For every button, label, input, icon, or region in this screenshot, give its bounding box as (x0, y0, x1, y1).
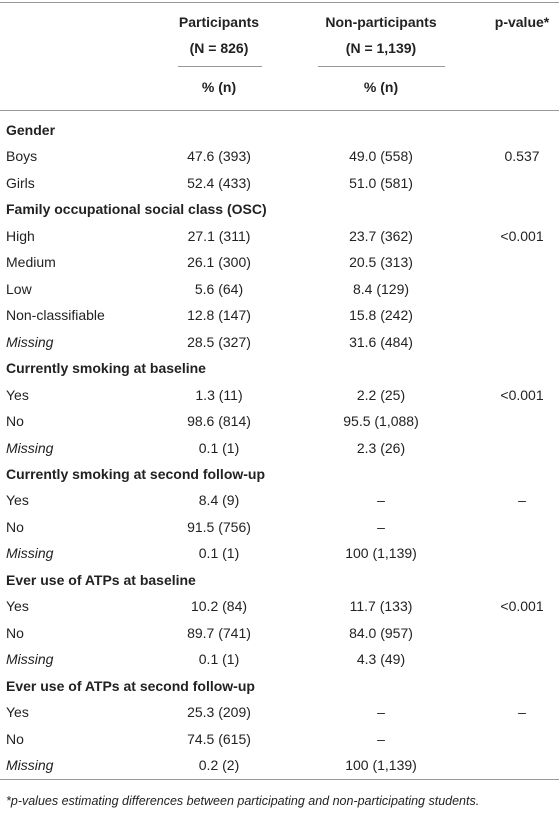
cell: 74.5 (615) (187, 730, 251, 747)
row-label: Girls (6, 174, 35, 191)
cell: 91.5 (756) (187, 518, 251, 535)
cell: 84.0 (957) (349, 624, 413, 641)
cell: – (518, 704, 526, 721)
cell: 31.6 (484) (349, 333, 413, 350)
cell: 1.3 (11) (195, 386, 243, 403)
cell: 27.1 (311) (187, 227, 251, 244)
section-title: Currently smoking at second follow-up (6, 465, 266, 482)
cell: 15.8 (242) (349, 307, 413, 324)
row-label: Yes (6, 492, 29, 509)
section-title: Ever use of ATPs at baseline (6, 571, 196, 588)
row-label: Non-classifiable (6, 307, 105, 324)
cell: <0.001 (500, 227, 544, 244)
column-unit: % (n) (201, 79, 237, 95)
row-label: Missing (6, 439, 54, 456)
row-label: Missing (6, 757, 54, 774)
rule (0, 2, 559, 3)
cell: 20.5 (313) (349, 254, 413, 271)
rule (178, 66, 262, 67)
cell: 12.8 (147) (187, 307, 251, 324)
cell: 95.5 (1,088) (343, 413, 419, 430)
row-label: Missing (6, 333, 54, 350)
rule (0, 779, 559, 780)
column-header: p-value* (494, 14, 550, 30)
cell: 0.2 (2) (198, 757, 240, 774)
column-header: Non-participants (325, 14, 437, 30)
cell: – (377, 518, 385, 535)
cell: 0.1 (1) (198, 439, 240, 456)
cell: – (377, 730, 385, 747)
cell: 8.4 (129) (352, 280, 410, 297)
row-label: Boys (6, 148, 38, 165)
cell: 47.6 (393) (187, 148, 251, 165)
section-title: Family occupational social class (OSC) (6, 201, 267, 218)
cell: 26.1 (300) (187, 254, 251, 271)
row-label: Missing (6, 545, 54, 562)
cell: <0.001 (500, 598, 544, 615)
rule (318, 66, 445, 67)
column-subheader: (N = 826) (189, 40, 249, 56)
cell: 0.537 (504, 148, 540, 165)
cell: 100 (1,139) (345, 545, 417, 562)
cell: 89.7 (741) (187, 624, 251, 641)
cell: – (377, 704, 385, 721)
cell: – (518, 492, 526, 509)
cell: – (377, 492, 385, 509)
row-label: No (6, 730, 24, 747)
cell: 52.4 (433) (187, 174, 251, 191)
cell: 0.1 (1) (198, 651, 240, 668)
cell: 51.0 (581) (349, 174, 413, 191)
section-title: Gender (6, 122, 56, 138)
cell: 100 (1,139) (345, 757, 417, 774)
row-label: No (6, 413, 24, 430)
row-label: No (6, 518, 24, 535)
row-label: Low (6, 280, 32, 297)
cell: 2.3 (26) (356, 439, 406, 456)
cell: 10.2 (84) (190, 598, 248, 615)
cell: 4.3 (49) (356, 651, 406, 668)
cell: 25.3 (209) (187, 704, 251, 721)
section-title: Ever use of ATPs at second follow-up (6, 677, 255, 694)
cell: 23.7 (362) (349, 227, 413, 244)
row-label: No (6, 624, 24, 641)
row-label: High (6, 227, 35, 244)
row-label: Yes (6, 386, 29, 403)
cell: 8.4 (9) (198, 492, 240, 509)
rule (0, 110, 559, 111)
cell: 28.5 (327) (187, 333, 251, 350)
column-header: Participants (178, 14, 260, 30)
row-label: Missing (6, 651, 54, 668)
cell: 98.6 (814) (187, 413, 251, 430)
row-label: Yes (6, 598, 29, 615)
cell: 49.0 (558) (349, 148, 413, 165)
column-unit: % (n) (363, 79, 399, 95)
cell: 2.2 (25) (356, 386, 406, 403)
cell: 5.6 (64) (194, 280, 244, 297)
cell: 11.7 (133) (349, 598, 413, 615)
row-label: Yes (6, 704, 29, 721)
section-title: Currently smoking at baseline (6, 360, 206, 377)
row-label: Medium (6, 254, 56, 271)
cell: 0.1 (1) (198, 545, 240, 562)
column-subheader: (N = 1,139) (345, 40, 417, 56)
cell: <0.001 (500, 386, 544, 403)
footnote: *p-values estimating differences between… (6, 794, 480, 808)
